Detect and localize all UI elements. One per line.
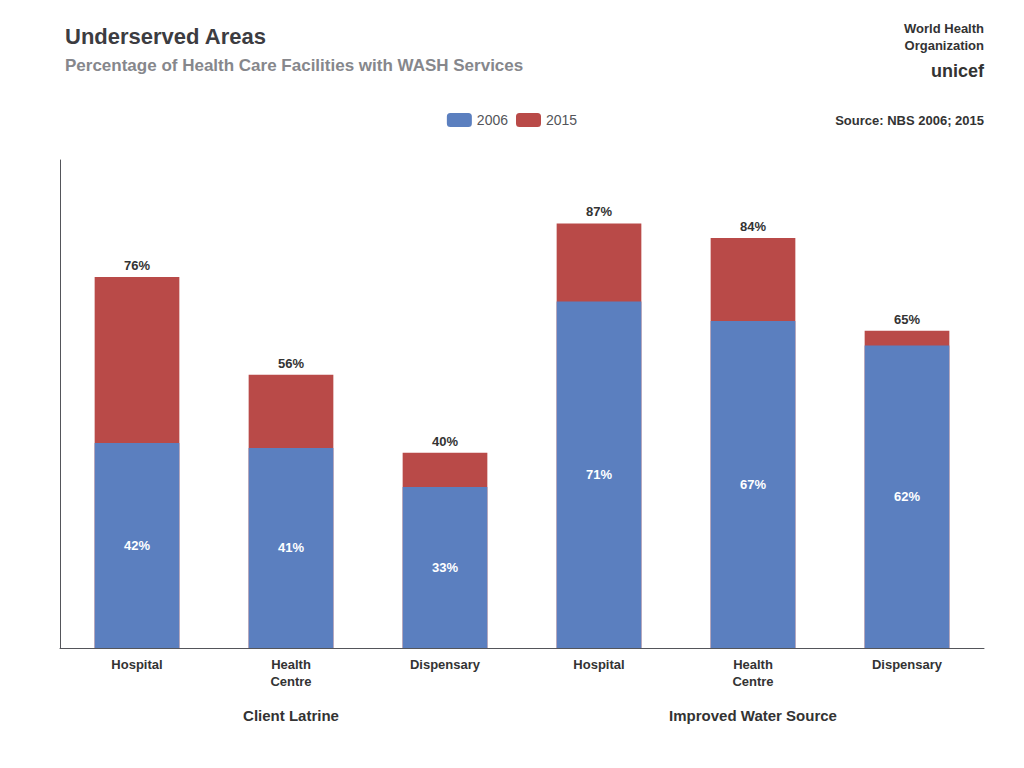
svg-text:Source: NBS 2006; 2015: Source: NBS 2006; 2015 [835,113,984,128]
svg-text:Improved Water Source: Improved Water Source [669,707,837,724]
svg-text:40%: 40% [432,434,458,449]
svg-text:Hospital: Hospital [111,657,162,672]
svg-text:76%: 76% [124,258,150,273]
svg-text:Dispensary: Dispensary [872,657,943,672]
svg-text:Health: Health [271,657,311,672]
svg-text:56%: 56% [278,356,304,371]
svg-text:71%: 71% [586,467,612,482]
svg-text:Hospital: Hospital [573,657,624,672]
svg-text:62%: 62% [894,489,920,504]
svg-text:84%: 84% [740,219,766,234]
svg-text:Centre: Centre [270,674,311,689]
svg-text:Dispensary: Dispensary [410,657,481,672]
svg-text:Organization: Organization [905,38,985,53]
svg-text:World Health: World Health [904,21,984,36]
svg-text:unicef: unicef [931,61,985,81]
svg-text:Underserved Areas: Underserved Areas [65,24,266,49]
svg-text:67%: 67% [740,477,766,492]
svg-text:41%: 41% [278,540,304,555]
svg-text:2015: 2015 [546,112,577,128]
svg-text:65%: 65% [894,312,920,327]
svg-text:87%: 87% [586,204,612,219]
svg-text:Health: Health [733,657,773,672]
svg-text:Centre: Centre [732,674,773,689]
svg-text:33%: 33% [432,560,458,575]
svg-text:42%: 42% [124,538,150,553]
svg-text:Client Latrine: Client Latrine [243,707,339,724]
svg-text:2006: 2006 [477,112,508,128]
svg-text:Percentage of Health Care Faci: Percentage of Health Care Facilities wit… [65,56,523,75]
